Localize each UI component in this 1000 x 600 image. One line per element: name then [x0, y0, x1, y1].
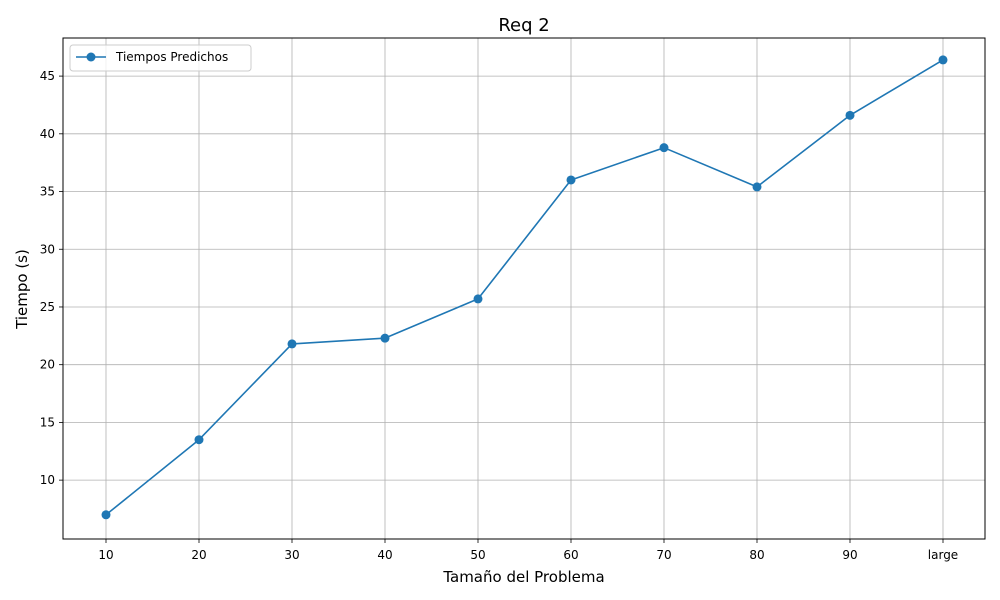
series-layer	[101, 55, 948, 520]
y-tick-label: 30	[40, 242, 55, 256]
x-tick-label: large	[928, 548, 958, 562]
legend-label: Tiempos Predichos	[115, 50, 228, 64]
y-tick-label: 45	[40, 69, 55, 83]
x-tick-label: 10	[98, 548, 113, 562]
x-tick-label: 30	[284, 548, 299, 562]
data-point	[938, 55, 948, 65]
legend-box	[69, 44, 252, 72]
y-tick-label: 40	[40, 127, 55, 141]
x-axis-title: Tamaño del Problema	[442, 568, 604, 586]
data-point	[101, 510, 111, 520]
x-tick-label: 60	[563, 548, 578, 562]
y-tick-label: 10	[40, 473, 55, 487]
plot-frame	[62, 37, 986, 540]
y-tick-label: 20	[40, 358, 55, 372]
x-axis: 10 20 30 40 50 60 70 80 90 large	[98, 539, 958, 562]
y-tick-label: 15	[40, 415, 55, 429]
x-tick-label: 20	[191, 548, 206, 562]
chart-title: Req 2	[498, 15, 549, 36]
legend-marker	[86, 52, 96, 62]
legend: Tiempos Predichos	[69, 44, 252, 72]
x-tick-label: 90	[842, 548, 857, 562]
data-point	[287, 339, 297, 349]
x-tick-label: 80	[749, 548, 764, 562]
data-point	[659, 143, 669, 153]
y-tick-label: 35	[40, 185, 55, 199]
data-point	[194, 435, 204, 445]
y-tick-label: 25	[40, 300, 55, 314]
data-point	[473, 294, 483, 304]
x-tick-label: 50	[470, 548, 485, 562]
y-axis: 10 15 20 25 30 35 40 45	[40, 69, 63, 487]
data-point	[845, 110, 855, 120]
data-point	[752, 182, 762, 192]
x-tick-label: 70	[656, 548, 671, 562]
data-point	[380, 333, 390, 343]
data-point	[566, 175, 576, 185]
x-tick-label: 40	[377, 548, 392, 562]
series-line	[105, 59, 944, 516]
y-axis-title: Tiempo (s)	[13, 249, 31, 330]
